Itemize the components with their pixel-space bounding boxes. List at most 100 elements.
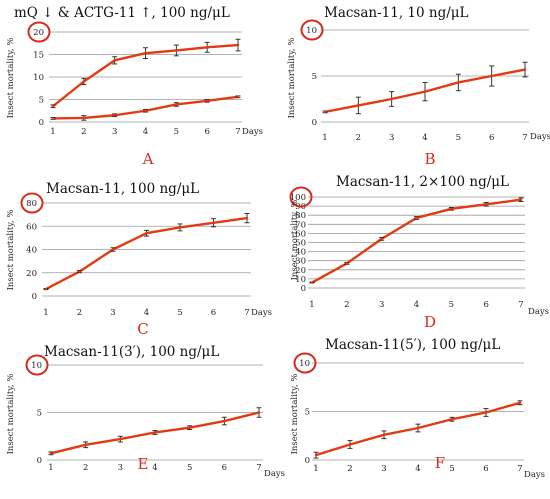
y-tick-label: 30 bbox=[295, 257, 306, 267]
y-tick-label: 5 bbox=[312, 72, 317, 82]
panel-c: 0 20 40 60 80 1 2 3 4 5 6 7 Days Insect mortality, % M… bbox=[6, 181, 272, 338]
y-tick-label: 40 bbox=[295, 248, 306, 258]
y-tick-label: 10 bbox=[33, 73, 44, 83]
x-tick-label: 7 bbox=[518, 300, 523, 310]
data-point bbox=[175, 103, 178, 106]
chart-title: Macsan-11(5′), 100 ng/μL bbox=[325, 337, 500, 353]
data-point bbox=[51, 105, 55, 108]
y-tick-label: 5 bbox=[39, 96, 44, 106]
data-point bbox=[245, 216, 249, 220]
data-point bbox=[357, 104, 360, 107]
x-tick-label: 7 bbox=[522, 133, 527, 143]
circled-tick-highlight bbox=[20, 192, 44, 214]
data-point bbox=[345, 262, 349, 265]
x-tick-label: 1 bbox=[50, 127, 55, 137]
y-tick-label: 0 bbox=[305, 456, 310, 466]
y-tick-label: 60 bbox=[26, 222, 37, 232]
data-point bbox=[450, 207, 453, 211]
y-tick-label: 0 bbox=[312, 118, 317, 128]
data-point bbox=[153, 431, 157, 434]
x-tick-label: 1 bbox=[43, 308, 48, 318]
data-point bbox=[323, 110, 327, 114]
data-point bbox=[82, 116, 86, 120]
data-point bbox=[49, 452, 53, 455]
data-point bbox=[113, 59, 116, 62]
x-tick-label: 3 bbox=[379, 300, 384, 310]
y-tick-label: 5 bbox=[37, 409, 42, 419]
x-axis-label: Days bbox=[242, 127, 263, 137]
data-point bbox=[257, 411, 261, 414]
x-tick-label: 1 bbox=[322, 133, 327, 143]
circled-tick-highlight bbox=[25, 354, 49, 376]
x-tick-label: 2 bbox=[77, 308, 82, 318]
data-point bbox=[450, 418, 454, 421]
y-tick-label: 10 bbox=[306, 26, 317, 36]
x-tick-label: 5 bbox=[449, 300, 454, 310]
y-tick-label: 20 bbox=[295, 266, 306, 276]
data-point bbox=[84, 443, 87, 446]
data-point bbox=[390, 97, 393, 101]
panel-letter: E bbox=[138, 455, 149, 473]
y-axis-label: Insect mortality, % bbox=[6, 374, 16, 455]
data-point bbox=[212, 221, 215, 224]
y-tick-label: 0 bbox=[301, 284, 306, 294]
y-axis-label: Insect mortality, % bbox=[287, 38, 297, 119]
data-point bbox=[382, 433, 386, 436]
y-tick-label: 20 bbox=[26, 269, 37, 279]
x-axis-label: Days bbox=[528, 307, 549, 317]
y-tick-label: 10 bbox=[295, 275, 306, 285]
data-point bbox=[416, 426, 420, 430]
series-line bbox=[44, 216, 249, 291]
data-point bbox=[523, 68, 527, 71]
x-tick-label: 4 bbox=[414, 300, 419, 310]
x-tick-label: 2 bbox=[356, 133, 361, 143]
data-point bbox=[314, 453, 318, 457]
y-tick-label: 20 bbox=[33, 28, 44, 38]
x-tick-label: 1 bbox=[309, 300, 314, 310]
data-point bbox=[457, 81, 460, 84]
y-axis-label: Insect mortality, % bbox=[6, 38, 16, 119]
data-point bbox=[484, 411, 488, 414]
data-point bbox=[119, 437, 122, 441]
y-tick-label: 10 bbox=[31, 361, 42, 371]
y-tick-label: 5 bbox=[305, 408, 310, 418]
x-tick-label: 4 bbox=[152, 463, 157, 473]
data-point bbox=[145, 232, 148, 235]
x-tick-label: 5 bbox=[177, 308, 182, 318]
data-point bbox=[111, 248, 115, 251]
x-tick-label: 5 bbox=[174, 127, 179, 137]
x-tick-label: 5 bbox=[456, 133, 461, 143]
x-tick-label: 4 bbox=[415, 464, 420, 474]
x-tick-label: 7 bbox=[235, 127, 240, 137]
panel-a: 0 5 10 15 20 1 2 3 4 5 6 7 Days Insect mortality, % mQ… bbox=[6, 5, 263, 168]
x-tick-label: 3 bbox=[112, 127, 117, 137]
data-point bbox=[82, 80, 86, 83]
x-tick-label: 7 bbox=[244, 308, 249, 318]
data-point bbox=[380, 237, 383, 241]
y-tick-label: 15 bbox=[33, 51, 44, 61]
y-axis-label: Insect mortality, % bbox=[290, 374, 300, 455]
x-axis-label: Days bbox=[524, 470, 545, 480]
x-tick-label: 1 bbox=[313, 464, 318, 474]
x-tick-label: 7 bbox=[256, 463, 261, 473]
data-point bbox=[223, 419, 226, 423]
y-tick-label: 10 bbox=[299, 359, 310, 369]
panel-letter: B bbox=[424, 150, 435, 168]
series-line bbox=[51, 95, 240, 120]
y-tick-label: 0 bbox=[37, 456, 42, 466]
data-point bbox=[205, 46, 209, 49]
x-axis-label: Days bbox=[251, 308, 272, 318]
panel-letter: C bbox=[137, 320, 148, 338]
chart-title: Macsan-11(3′), 100 ng/μL bbox=[44, 344, 219, 360]
y-tick-label: 80 bbox=[26, 199, 37, 209]
chart-title: Macsan-11, 2×100 ng/μL bbox=[336, 174, 509, 190]
x-tick-label: 6 bbox=[489, 133, 494, 143]
data-point bbox=[188, 426, 191, 429]
x-tick-label: 6 bbox=[204, 127, 209, 137]
chart-title: mQ ↓ & ACTG-11 ↑, 100 ng/μL bbox=[14, 5, 230, 21]
x-tick-label: 2 bbox=[347, 464, 352, 474]
circled-tick-highlight bbox=[289, 186, 313, 208]
